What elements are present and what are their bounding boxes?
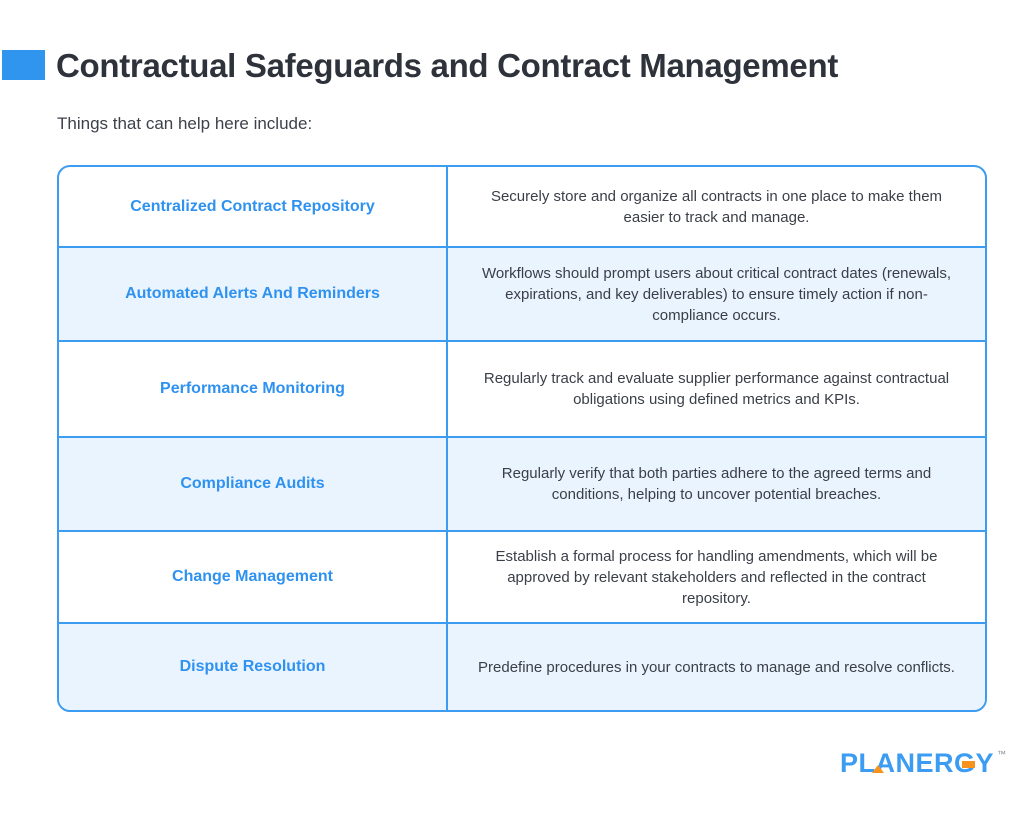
logo-g-accent-icon — [962, 761, 975, 768]
row-label: Performance Monitoring — [59, 342, 448, 436]
table-row: Compliance Audits Regularly verify that … — [59, 438, 985, 532]
planergy-logo: PLANERGY — [840, 748, 994, 778]
footer: PLANERGY ™ — [840, 748, 1006, 778]
row-description: Predefine procedures in your contracts t… — [478, 658, 955, 676]
row-label: Centralized Contract Repository — [59, 167, 448, 246]
row-description: Regularly verify that both parties adher… — [501, 465, 932, 503]
subtitle-text: Things that can help here include: — [57, 114, 313, 133]
row-description: Establish a formal process for handling … — [495, 547, 938, 607]
row-description: Workflows should prompt users about crit… — [481, 264, 952, 324]
logo-a-accent-icon — [871, 765, 884, 773]
table-row: Performance Monitoring Regularly track a… — [59, 342, 985, 438]
table-row: Change Management Establish a formal pro… — [59, 532, 985, 624]
page-title: Contractual Safeguards and Contract Mana… — [56, 47, 839, 84]
row-description: Securely store and organize all contract… — [490, 187, 943, 226]
table-row: Automated Alerts And Reminders Workflows… — [59, 248, 985, 342]
page-header: Contractual Safeguards and Contract Mana… — [0, 44, 1024, 90]
table-row: Dispute Resolution Predefine procedures … — [59, 624, 985, 710]
row-label: Automated Alerts And Reminders — [59, 248, 448, 340]
row-label: Dispute Resolution — [59, 624, 448, 710]
table-row: Centralized Contract Repository Securely… — [59, 167, 985, 248]
row-label: Compliance Audits — [59, 438, 448, 530]
safeguards-table: Centralized Contract Repository Securely… — [57, 165, 987, 712]
row-label: Change Management — [59, 532, 448, 622]
row-description: Regularly track and evaluate supplier pe… — [483, 370, 950, 408]
accent-square-decoration — [2, 50, 45, 80]
trademark-symbol: ™ — [997, 749, 1006, 759]
